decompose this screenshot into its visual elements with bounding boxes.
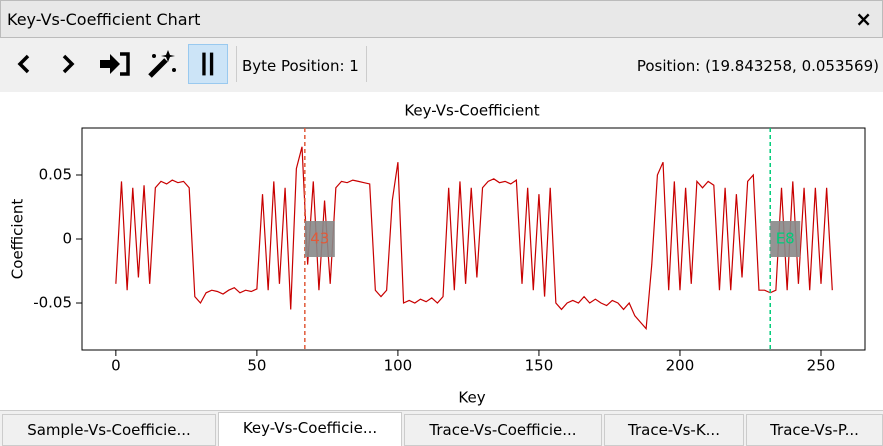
tab[interactable]: Trace-Vs-P...: [746, 414, 883, 446]
separator: [366, 46, 367, 82]
tab[interactable]: Sample-Vs-Coefficie...: [2, 414, 216, 446]
byte-position: Byte Position: 1: [242, 57, 359, 75]
export-button[interactable]: [94, 44, 134, 84]
plot-frame: [81, 127, 866, 351]
cursor-position: Position: (19.843258, 0.053569): [636, 57, 879, 75]
close-button[interactable]: ×: [855, 7, 872, 31]
x-tick-label: 150: [525, 357, 554, 375]
tab[interactable]: Key-Vs-Coefficie...: [218, 412, 402, 446]
x-tick-label: 200: [666, 357, 695, 375]
y-tick-label: -0.05: [33, 294, 72, 312]
forward-button[interactable]: [48, 44, 88, 84]
x-axis-label: Key: [458, 389, 485, 407]
y-axis-label: Coefficient: [9, 199, 27, 280]
y-tick-label: 0.05: [39, 165, 72, 183]
chart-title: Key-Vs-Coefficient: [404, 102, 539, 120]
marker-label: 43: [310, 230, 329, 248]
tab-bar: Sample-Vs-Coefficie... Key-Vs-Coefficie..…: [0, 410, 883, 446]
window-title: Key-Vs-Coefficient Chart: [7, 10, 201, 29]
marker-label-box: [304, 221, 335, 257]
wand-button[interactable]: [142, 44, 182, 84]
pause-button[interactable]: [188, 44, 228, 84]
chart: Key-Vs-Coefficient Key Coefficient 0 50 10…: [0, 92, 883, 410]
marker-label-box: [770, 221, 801, 257]
marker-label: E8: [776, 230, 795, 248]
data-line: [115, 146, 833, 331]
y-tick-label: 0: [62, 230, 72, 248]
x-tick-label: 50: [247, 357, 266, 375]
back-button[interactable]: [4, 44, 44, 84]
title-bar: Key-Vs-Coefficient Chart ×: [0, 0, 883, 38]
tab[interactable]: Trace-Vs-Coefficie...: [404, 414, 602, 446]
x-tick-label: 100: [384, 357, 413, 375]
x-tick-label: 250: [807, 357, 836, 375]
x-tick-label: 0: [111, 357, 121, 375]
tab[interactable]: Trace-Vs-K...: [604, 414, 744, 446]
toolbar: Byte Position: 1 Position: (19.843258, 0…: [0, 38, 883, 92]
separator: [236, 46, 237, 82]
